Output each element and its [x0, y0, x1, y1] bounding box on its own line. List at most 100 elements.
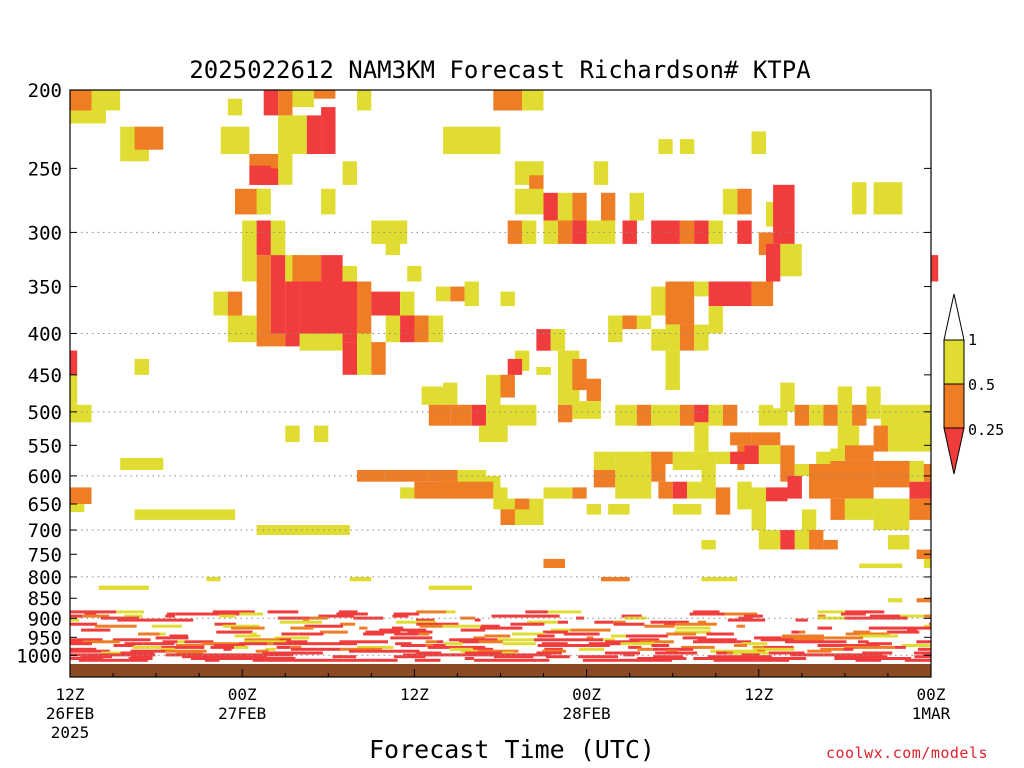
x-tick-label: 12Z — [744, 685, 773, 704]
boundary-layer-cell — [130, 655, 153, 659]
boundary-layer-cell — [603, 638, 615, 642]
heatmap-cell — [615, 470, 652, 499]
boundary-layer-cell — [304, 658, 344, 662]
boundary-layer-cell — [279, 620, 323, 624]
heatmap-cell — [572, 192, 587, 221]
boundary-layer-cell — [675, 622, 717, 626]
boundary-layer-cell — [527, 620, 558, 624]
boundary-layer-cell — [222, 624, 260, 628]
boundary-layer-cell — [570, 628, 611, 632]
heatmap-cell — [321, 188, 336, 215]
heatmap-cell — [873, 498, 888, 531]
heatmap-cell — [794, 404, 810, 426]
boundary-layer-cell — [302, 618, 310, 622]
heatmap-cell — [357, 333, 372, 375]
boundary-layer-cell — [733, 651, 769, 655]
boundary-layer-cell — [727, 649, 758, 653]
heatmap-cell — [500, 509, 515, 525]
boundary-layer-cell — [449, 653, 488, 657]
heatmap-cell — [285, 333, 300, 347]
boundary-layer-cell — [923, 624, 931, 628]
boundary-layer-cell — [416, 610, 447, 614]
boundary-layer-cell — [433, 644, 446, 647]
heatmap-cell — [586, 220, 616, 244]
boundary-layer-cell — [706, 632, 734, 636]
heatmap-cell — [601, 576, 630, 582]
boundary-layer-cell — [290, 647, 300, 651]
boundary-layer-cell — [336, 612, 353, 616]
heatmap-cell — [873, 425, 888, 452]
boundary-layer-cell — [618, 658, 641, 662]
boundary-layer-cell — [80, 655, 113, 659]
boundary-layer-cell — [365, 630, 379, 634]
boundary-layer-cell — [281, 651, 323, 655]
heatmap-cell — [866, 386, 881, 419]
boundary-layer-cell — [387, 628, 427, 632]
heatmap-cell — [766, 487, 788, 502]
heatmap-cell — [751, 487, 766, 530]
boundary-layer-cell — [506, 655, 534, 659]
heatmap-cell — [278, 115, 307, 154]
heatmap-cell — [629, 192, 644, 221]
boundary-layer-cell — [623, 653, 635, 657]
heatmap-cell — [830, 460, 874, 499]
boundary-layer-cell — [277, 616, 310, 620]
heatmap-cell — [622, 315, 637, 330]
boundary-layer-cell — [576, 616, 585, 620]
boundary-layer-cell — [844, 616, 854, 620]
heatmap-cell — [679, 404, 695, 426]
boundary-layer-cell — [281, 632, 299, 636]
heatmap-cell — [708, 281, 752, 307]
heatmap-cell — [471, 470, 487, 482]
boundary-layer-cell — [757, 649, 766, 653]
boundary-layer-cell — [165, 614, 175, 618]
heatmap-cell — [543, 220, 558, 244]
boundary-layer-cell — [664, 622, 676, 626]
y-tick-label: 900 — [28, 608, 62, 630]
heatmap-cell — [206, 576, 221, 582]
boundary-layer-cell — [481, 624, 500, 628]
heatmap-cell — [923, 558, 931, 568]
heatmap-cell — [572, 487, 587, 499]
boundary-layer-cell — [716, 651, 728, 655]
boundary-layer-cell — [359, 626, 368, 630]
boundary-layer-cell — [377, 640, 388, 644]
boundary-layer-cell — [844, 644, 880, 647]
boundary-layer-cell — [491, 614, 534, 618]
heatmap-cell — [543, 487, 573, 499]
boundary-layer-cell — [143, 653, 156, 657]
heatmap-cell — [543, 558, 565, 568]
heatmap-cell — [256, 525, 350, 535]
heatmap-cell — [242, 220, 257, 282]
boundary-layer-cell — [167, 612, 176, 616]
boundary-layer-cell — [191, 657, 232, 660]
heatmap-cell — [278, 90, 293, 116]
boundary-layer-cell — [537, 644, 574, 647]
heatmap-cell — [622, 220, 637, 244]
boundary-layer-cell — [907, 628, 918, 632]
heatmap-cell — [636, 404, 652, 426]
boundary-layer-cell — [644, 624, 675, 628]
heatmap-cell — [730, 432, 752, 446]
y-tick-label: 450 — [28, 365, 62, 387]
boundary-layer-cell — [878, 616, 908, 620]
heatmap-cell — [844, 445, 874, 461]
boundary-layer-cell — [175, 612, 211, 616]
boundary-layer-cell — [754, 636, 782, 640]
heatmap-cell — [751, 432, 781, 446]
heatmap-cell — [557, 404, 573, 423]
heatmap-cell — [887, 498, 910, 531]
heatmap-cell — [780, 530, 795, 550]
heatmap-cell — [730, 451, 745, 464]
heatmap-cell — [615, 404, 637, 426]
boundary-layer-cell — [427, 645, 461, 649]
heatmap-cell — [213, 291, 228, 316]
heatmap-cell — [852, 404, 867, 426]
heatmap-cell — [665, 281, 695, 325]
heatmap-cell — [507, 358, 523, 375]
heatmap-cell — [837, 425, 860, 452]
heatmap-cell — [407, 265, 422, 282]
boundary-layer-cell — [328, 647, 341, 651]
boundary-layer-cell — [473, 636, 485, 640]
boundary-layer-cell — [853, 630, 871, 634]
